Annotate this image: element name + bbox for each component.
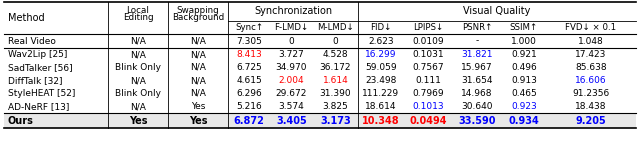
Text: Sync↑: Sync↑ (235, 23, 263, 32)
Text: Yes: Yes (191, 102, 205, 111)
Text: -: - (476, 36, 479, 46)
Text: PSNR↑: PSNR↑ (462, 23, 492, 32)
Text: 3.574: 3.574 (278, 102, 305, 111)
Text: 15.967: 15.967 (461, 63, 493, 72)
Text: N/A: N/A (130, 102, 146, 111)
Text: 0.923: 0.923 (511, 102, 537, 111)
Text: N/A: N/A (130, 36, 146, 46)
Text: 3.173: 3.173 (320, 115, 351, 125)
Text: N/A: N/A (190, 89, 206, 98)
Text: 7.305: 7.305 (236, 36, 262, 46)
Text: 4.615: 4.615 (236, 76, 262, 85)
Text: Synchronization: Synchronization (254, 6, 332, 15)
Text: 0.7969: 0.7969 (412, 89, 444, 98)
Text: 0.465: 0.465 (511, 89, 537, 98)
Text: N/A: N/A (190, 76, 206, 85)
Text: 0.111: 0.111 (415, 76, 441, 85)
Text: Ours: Ours (8, 115, 34, 125)
Text: Yes: Yes (129, 115, 147, 125)
Text: 91.2356: 91.2356 (572, 89, 610, 98)
Text: 18.438: 18.438 (575, 102, 607, 111)
Text: 0.1013: 0.1013 (412, 102, 444, 111)
Text: 3.405: 3.405 (276, 115, 307, 125)
Text: 0: 0 (333, 36, 339, 46)
Text: Method: Method (8, 13, 45, 23)
Text: Blink Only: Blink Only (115, 89, 161, 98)
Text: 0.0109: 0.0109 (412, 36, 444, 46)
Text: 33.590: 33.590 (458, 115, 496, 125)
Text: 0.7567: 0.7567 (412, 63, 444, 72)
Text: 2.623: 2.623 (368, 36, 394, 46)
Text: Swapping: Swapping (177, 6, 220, 15)
Text: 31.390: 31.390 (320, 89, 351, 98)
Text: 18.614: 18.614 (365, 102, 397, 111)
Text: 0.921: 0.921 (511, 50, 537, 59)
Bar (4, 113, 636, 128)
Text: 17.423: 17.423 (575, 50, 607, 59)
Text: 31.654: 31.654 (461, 76, 493, 85)
Text: 1.614: 1.614 (323, 76, 348, 85)
Text: 1.048: 1.048 (578, 36, 604, 46)
Text: LPIPS↓: LPIPS↓ (413, 23, 443, 32)
Text: StyleHEAT [52]: StyleHEAT [52] (8, 89, 76, 98)
Text: 0.934: 0.934 (509, 115, 540, 125)
Text: 30.640: 30.640 (461, 102, 493, 111)
Text: 85.638: 85.638 (575, 63, 607, 72)
Text: N/A: N/A (190, 36, 206, 46)
Text: M-LMD↓: M-LMD↓ (317, 23, 354, 32)
Text: N/A: N/A (130, 76, 146, 85)
Text: 3.727: 3.727 (278, 50, 305, 59)
Text: Local: Local (127, 6, 149, 15)
Text: 0.0494: 0.0494 (409, 115, 447, 125)
Text: 16.299: 16.299 (365, 50, 397, 59)
Text: 111.229: 111.229 (362, 89, 399, 98)
Text: F-LMD↓: F-LMD↓ (275, 23, 308, 32)
Text: 14.968: 14.968 (461, 89, 493, 98)
Text: 9.205: 9.205 (575, 115, 606, 125)
Text: N/A: N/A (190, 50, 206, 59)
Text: Wav2Lip [25]: Wav2Lip [25] (8, 50, 67, 59)
Text: SadTalker [56]: SadTalker [56] (8, 63, 72, 72)
Text: 23.498: 23.498 (365, 76, 397, 85)
Text: 34.970: 34.970 (276, 63, 307, 72)
Text: DiffTalk [32]: DiffTalk [32] (8, 76, 63, 85)
Text: 8.413: 8.413 (236, 50, 262, 59)
Text: Background: Background (172, 12, 224, 21)
Text: Visual Quality: Visual Quality (463, 6, 531, 15)
Text: FID↓: FID↓ (371, 23, 392, 32)
Text: SSIM↑: SSIM↑ (510, 23, 538, 32)
Text: 1.000: 1.000 (511, 36, 537, 46)
Text: N/A: N/A (190, 63, 206, 72)
Text: Real Video: Real Video (8, 36, 56, 46)
Text: 31.821: 31.821 (461, 50, 493, 59)
Text: 16.606: 16.606 (575, 76, 607, 85)
Text: 6.725: 6.725 (236, 63, 262, 72)
Text: Yes: Yes (189, 115, 207, 125)
Text: 0.496: 0.496 (511, 63, 537, 72)
Text: 4.528: 4.528 (323, 50, 348, 59)
Text: N/A: N/A (130, 50, 146, 59)
Text: 6.872: 6.872 (234, 115, 264, 125)
Text: 36.172: 36.172 (320, 63, 351, 72)
Text: 5.216: 5.216 (236, 102, 262, 111)
Text: 29.672: 29.672 (276, 89, 307, 98)
Text: 0.913: 0.913 (511, 76, 537, 85)
Text: Blink Only: Blink Only (115, 63, 161, 72)
Text: 59.059: 59.059 (365, 63, 397, 72)
Text: 0.1031: 0.1031 (412, 50, 444, 59)
Text: Editing: Editing (123, 12, 154, 21)
Text: 10.348: 10.348 (362, 115, 400, 125)
Text: 2.004: 2.004 (278, 76, 304, 85)
Text: FVD↓ × 0.1: FVD↓ × 0.1 (565, 23, 616, 32)
Text: 0: 0 (289, 36, 294, 46)
Text: 6.296: 6.296 (236, 89, 262, 98)
Text: 3.825: 3.825 (323, 102, 348, 111)
Text: AD-NeRF [13]: AD-NeRF [13] (8, 102, 69, 111)
